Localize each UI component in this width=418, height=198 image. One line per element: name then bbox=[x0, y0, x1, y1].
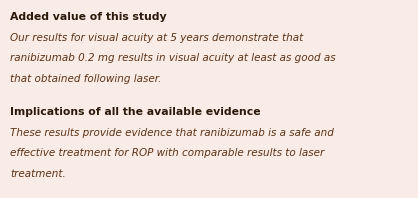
Text: Added value of this study: Added value of this study bbox=[10, 12, 167, 22]
Text: Implications of all the available evidence: Implications of all the available eviden… bbox=[10, 107, 261, 117]
Text: These results provide evidence that ranibizumab is a safe and: These results provide evidence that rani… bbox=[10, 128, 334, 138]
Text: that obtained following laser.: that obtained following laser. bbox=[10, 74, 162, 84]
Text: Our results for visual acuity at 5 years demonstrate that: Our results for visual acuity at 5 years… bbox=[10, 33, 304, 43]
Text: effective treatment for ROP with comparable results to laser: effective treatment for ROP with compara… bbox=[10, 148, 325, 159]
Text: treatment.: treatment. bbox=[10, 169, 66, 179]
Text: ranibizumab 0.2 mg results in visual acuity at least as good as: ranibizumab 0.2 mg results in visual acu… bbox=[10, 53, 336, 64]
